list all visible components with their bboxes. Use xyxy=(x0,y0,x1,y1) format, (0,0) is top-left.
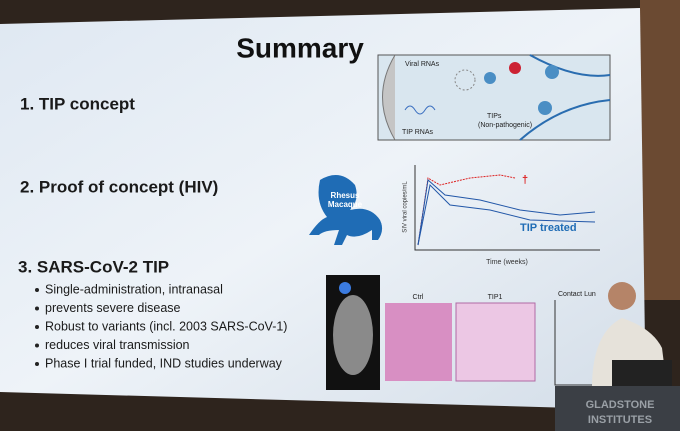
slide-title: Summary xyxy=(236,32,364,63)
chart-axes xyxy=(414,165,600,251)
podium xyxy=(555,386,680,431)
monkey-silhouette xyxy=(309,175,383,245)
bullet-text: prevents severe disease xyxy=(45,301,181,315)
mouse-body xyxy=(333,295,373,375)
illustrative-line xyxy=(417,174,516,246)
item: 2. Proof of concept (HIV) xyxy=(20,177,218,196)
illustrative-line xyxy=(417,179,596,246)
bullet-text: Single-administration, intranasal xyxy=(45,282,223,296)
histology-label: Ctrl xyxy=(413,294,424,301)
bullet-dot xyxy=(35,306,39,311)
signal xyxy=(339,282,351,294)
rna xyxy=(404,105,436,115)
diagram-label: Viral RNAs xyxy=(405,61,440,68)
virion xyxy=(545,65,559,79)
monkey-label: Macaque xyxy=(328,200,363,209)
contact-axes xyxy=(554,300,600,386)
histology-ctrl xyxy=(385,303,452,381)
diagram-box xyxy=(377,54,611,141)
wall xyxy=(640,0,680,300)
cell-membrane xyxy=(519,54,611,141)
virion xyxy=(509,62,521,74)
bullet-text: Phase I trial funded, IND studies underw… xyxy=(45,356,283,370)
laptop xyxy=(612,360,672,388)
bullet-dot xyxy=(35,325,39,329)
legend-label: TIP treated xyxy=(520,222,577,234)
diagram-label: TIPs xyxy=(487,113,502,120)
x-axis-label: Time (weeks) xyxy=(486,259,528,266)
cell-wall xyxy=(382,54,396,141)
bullet-dot xyxy=(35,343,39,348)
y-axis-label: SIV viral copies/mL xyxy=(403,181,409,233)
virion xyxy=(538,101,552,115)
histology-tip1 xyxy=(455,302,536,382)
speaker-head xyxy=(608,282,636,310)
virion xyxy=(484,72,496,84)
contact-label: Contact Lun xyxy=(558,291,596,298)
chart-marker: † xyxy=(522,174,528,186)
monkey-label: Rhesus xyxy=(331,191,360,200)
podium-text: INSTITUTES xyxy=(588,414,652,426)
illustrative-line xyxy=(417,183,596,246)
bullet-dot xyxy=(35,288,39,292)
virion xyxy=(454,69,476,91)
podium-text: GLADSTONE xyxy=(586,399,655,411)
bullet-dot xyxy=(35,362,39,366)
item: 1. TIP concept xyxy=(20,94,135,113)
histology-label: TIP1 xyxy=(488,294,503,301)
item: 3. SARS-CoV-2 TIP xyxy=(18,257,169,276)
bullet-text: reduces viral transmission xyxy=(45,338,190,352)
bullet-text: Robust to variants (incl. 2003 SARS-CoV-… xyxy=(45,319,287,333)
bullet-list: Single-administration, intranasal prevent… xyxy=(35,282,287,370)
diagram-label: (Non-pathogenic) xyxy=(478,122,532,129)
diagram-label: TIP RNAs xyxy=(402,129,433,136)
